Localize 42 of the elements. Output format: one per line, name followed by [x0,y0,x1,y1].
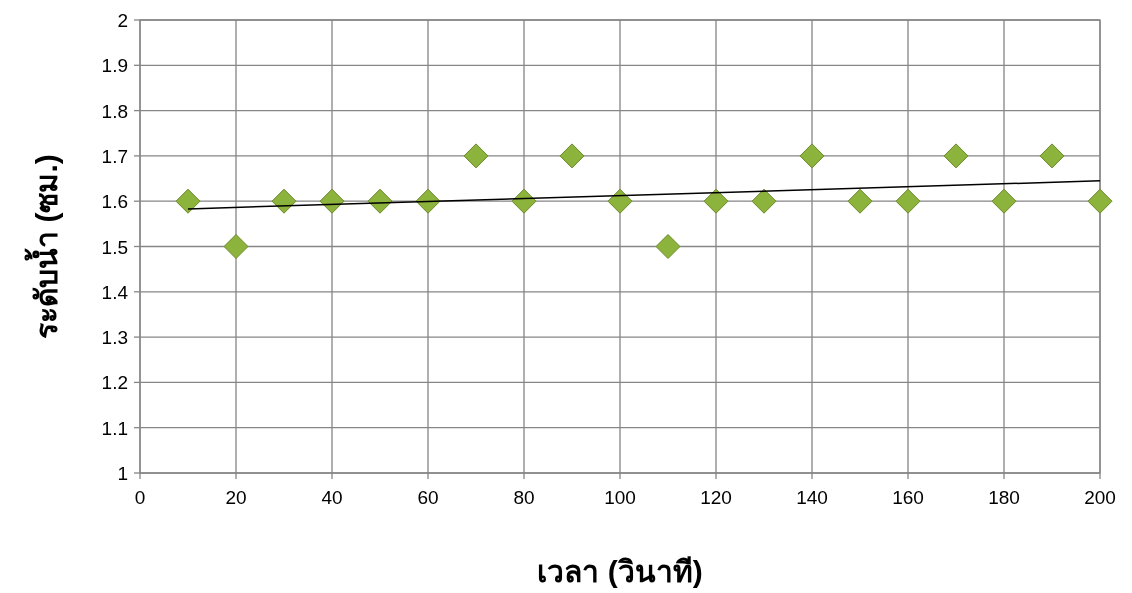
point [271,188,297,214]
y-axis-title: ระดับน้ำ (ซม.) [24,154,63,339]
y-tick-label: 1.3 [101,327,128,349]
x-tick-label: 60 [417,487,439,508]
y-tick-label: 1.5 [101,236,128,258]
point [463,143,489,169]
y-tick-label: 1.7 [101,145,128,167]
x-tick-label: 20 [225,487,247,508]
point [319,188,345,214]
x-tick-label: 120 [700,487,732,508]
point [943,143,969,169]
point [799,143,825,169]
point [223,234,249,259]
x-axis-title: เวลา (วินาที) [537,555,703,588]
point [703,188,729,214]
y-tick-label: 1.4 [101,281,129,303]
point [607,188,633,214]
point [559,143,585,169]
point [175,188,201,214]
point [511,188,537,214]
point [991,188,1017,214]
point [1039,143,1065,169]
x-tick-label: 40 [321,487,343,508]
y-tick-label: 1.6 [101,191,128,213]
x-tick-label: 160 [892,487,924,508]
point [1087,188,1113,214]
y-tick-label: 1.8 [101,100,128,122]
y-tick-label: 1.2 [101,372,128,394]
y-tick-label: 1 [117,463,128,484]
point [895,188,921,214]
y-tick-label: 1.9 [101,55,128,77]
point [847,188,873,214]
y-tick-label: 1.1 [101,417,128,439]
x-tick-label: 0 [134,487,146,508]
x-tick-label: 80 [513,487,535,508]
point [655,234,681,259]
x-tick-label: 180 [988,487,1020,508]
point [751,188,777,214]
x-tick-label: 140 [796,487,828,508]
x-tick-label: 100 [604,487,636,508]
y-tick-label: 2 [117,10,128,31]
x-tick-label: 200 [1084,487,1116,508]
